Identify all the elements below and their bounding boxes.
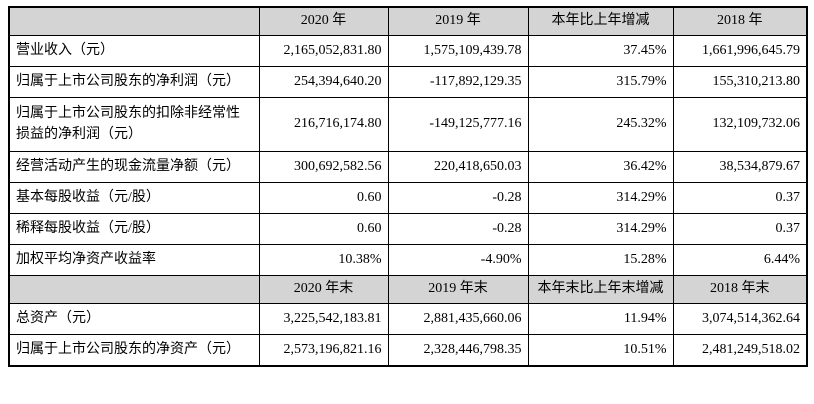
value-2018: 0.37 [672, 182, 808, 214]
table-row-revenue: 营业收入（元） 2,165,052,831.80 1,575,109,439.7… [8, 35, 808, 67]
value-2019: -149,125,777.16 [387, 97, 529, 152]
value-2019: -4.90% [387, 244, 529, 276]
financial-summary-table: 2020 年 2019 年 本年比上年增减 2018 年 营业收入（元） 2,1… [8, 6, 808, 367]
value-2019: -117,892,129.35 [387, 66, 529, 98]
value-2018: 6.44% [672, 244, 808, 276]
row-label: 总资产（元） [8, 303, 260, 335]
value-2018: 0.37 [672, 213, 808, 245]
value-2020: 0.60 [258, 213, 389, 245]
value-2020: 216,716,174.80 [258, 97, 389, 152]
value-2019: 220,418,650.03 [387, 151, 529, 183]
table-row-weighted-avg-roe: 加权平均净资产收益率 10.38% -4.90% 15.28% 6.44% [8, 244, 808, 276]
header-row-annual: 2020 年 2019 年 本年比上年增减 2018 年 [8, 6, 808, 36]
value-2020: 3,225,542,183.81 [258, 303, 389, 335]
row-label: 加权平均净资产收益率 [8, 244, 260, 276]
row-label: 稀释每股收益（元/股） [8, 213, 260, 245]
value-2019: 2,328,446,798.35 [387, 334, 529, 366]
value-2019: -0.28 [387, 213, 529, 245]
value-2020: 300,692,582.56 [258, 151, 389, 183]
value-2018: 1,661,996,645.79 [672, 35, 808, 67]
row-label: 基本每股收益（元/股） [8, 182, 260, 214]
value-yoy: 36.42% [527, 151, 674, 183]
value-2018: 3,074,514,362.64 [672, 303, 808, 335]
table-row-operating-cash-flow: 经营活动产生的现金流量净额（元） 300,692,582.56 220,418,… [8, 151, 808, 183]
value-2020: 10.38% [258, 244, 389, 276]
value-2020: 2,573,196,821.16 [258, 334, 389, 366]
row-label: 经营活动产生的现金流量净额（元） [8, 151, 260, 183]
header-2020-end: 2020 年末 [258, 275, 389, 304]
header-2020: 2020 年 [258, 6, 389, 36]
header-row-year-end: 2020 年末 2019 年末 本年末比上年末增减 2018 年末 [8, 275, 808, 304]
value-yoy: 315.79% [527, 66, 674, 98]
value-2019: 2,881,435,660.06 [387, 303, 529, 335]
value-2020: 2,165,052,831.80 [258, 35, 389, 67]
header-2019: 2019 年 [387, 6, 529, 36]
header-2018: 2018 年 [672, 6, 808, 36]
value-2019: 1,575,109,439.78 [387, 35, 529, 67]
table-row-net-profit-excl-nonrecurring: 归属于上市公司股东的扣除非经常性损益的净利润（元） 216,716,174.80… [8, 97, 808, 152]
value-yoy: 314.29% [527, 213, 674, 245]
value-yoy: 15.28% [527, 244, 674, 276]
header-yearend-change: 本年末比上年末增减 [527, 275, 674, 304]
table-row-net-profit: 归属于上市公司股东的净利润（元） 254,394,640.20 -117,892… [8, 66, 808, 98]
row-label: 归属于上市公司股东的净利润（元） [8, 66, 260, 98]
row-label: 营业收入（元） [8, 35, 260, 67]
row-label: 归属于上市公司股东的扣除非经常性损益的净利润（元） [8, 97, 260, 152]
value-2019: -0.28 [387, 182, 529, 214]
value-2018: 38,534,879.67 [672, 151, 808, 183]
value-yoy: 10.51% [527, 334, 674, 366]
table-row-net-assets: 归属于上市公司股东的净资产（元） 2,573,196,821.16 2,328,… [8, 334, 808, 366]
value-yoy: 245.32% [527, 97, 674, 152]
value-yoy: 11.94% [527, 303, 674, 335]
value-2020: 254,394,640.20 [258, 66, 389, 98]
row-label: 归属于上市公司股东的净资产（元） [8, 334, 260, 366]
value-yoy: 37.45% [527, 35, 674, 67]
header-blank-cell [8, 6, 260, 36]
value-2018: 155,310,213.80 [672, 66, 808, 98]
value-2018: 2,481,249,518.02 [672, 334, 808, 366]
value-yoy: 314.29% [527, 182, 674, 214]
table-row-diluted-eps: 稀释每股收益（元/股） 0.60 -0.28 314.29% 0.37 [8, 213, 808, 245]
table-row-basic-eps: 基本每股收益（元/股） 0.60 -0.28 314.29% 0.37 [8, 182, 808, 214]
header-yoy-change: 本年比上年增减 [527, 6, 674, 36]
value-2020: 0.60 [258, 182, 389, 214]
header-blank-cell [8, 275, 260, 304]
table-row-total-assets: 总资产（元） 3,225,542,183.81 2,881,435,660.06… [8, 303, 808, 335]
header-2018-end: 2018 年末 [672, 275, 808, 304]
header-2019-end: 2019 年末 [387, 275, 529, 304]
value-2018: 132,109,732.06 [672, 97, 808, 152]
